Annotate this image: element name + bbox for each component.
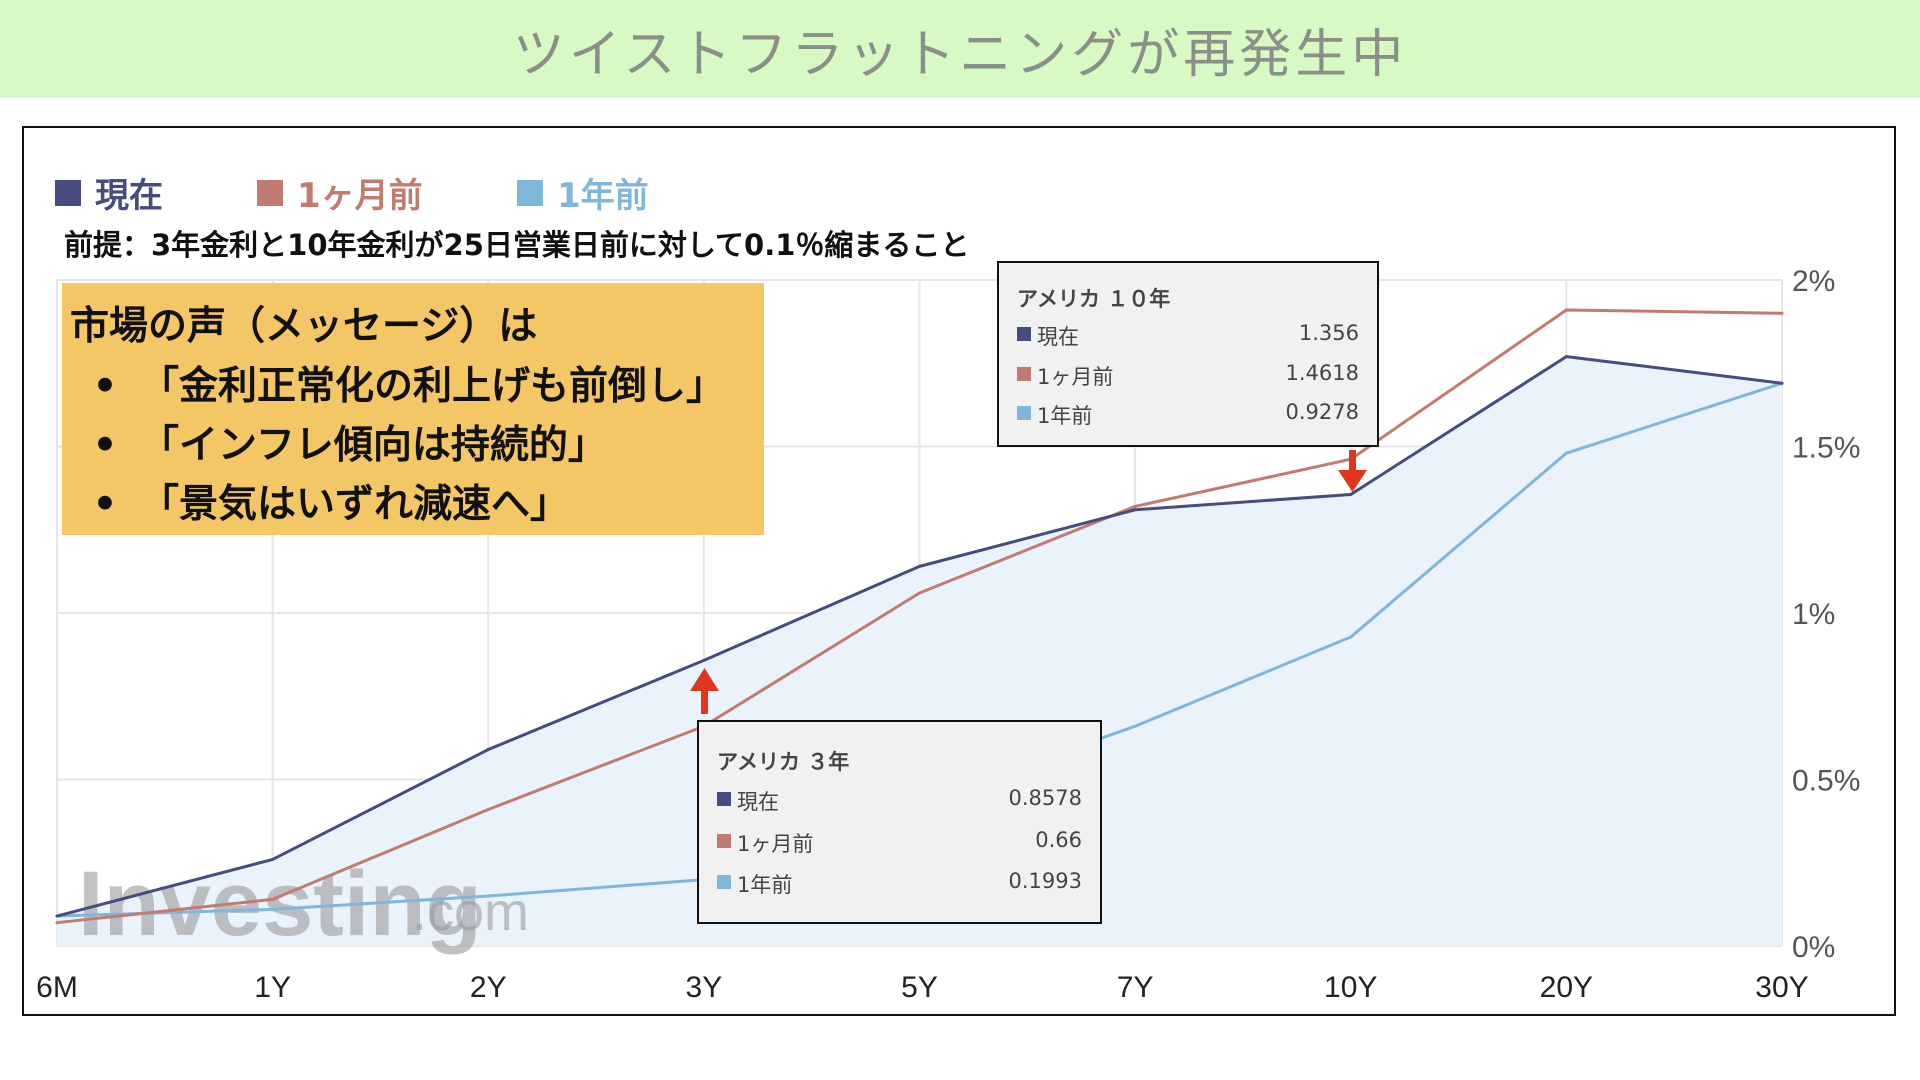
tooltip-label: 1年前: [1037, 404, 1093, 428]
x-tick-label: 5Y: [901, 971, 938, 1004]
y-tick-label: 1%: [1792, 598, 1835, 631]
x-tick-label: 7Y: [1117, 971, 1154, 1004]
legend-swatch-current: [55, 179, 81, 206]
tooltip-3y: アメリカ ３年 現在 0.8578 1ヶ月前 0.66 1年前 0.1993: [697, 720, 1102, 924]
tooltip-swatch: [1017, 327, 1031, 341]
legend-item-one-month[interactable]: 1ヶ月前: [257, 168, 423, 217]
tooltip-10y: アメリカ １０年 現在 1.356 1ヶ月前 1.4618 1年前 0.9278: [997, 261, 1379, 447]
legend-label-one-month: 1ヶ月前: [297, 176, 423, 216]
data-point: [1564, 451, 1568, 455]
message-item: • 「景気はいずれ減速へ」: [70, 473, 569, 529]
x-tick-label: 6M: [36, 971, 78, 1004]
tooltip-value: 0.1993: [1008, 869, 1082, 893]
watermark-brand: Investing: [78, 853, 482, 955]
tooltip-row-one-month: 1ヶ月前 0.66: [717, 828, 1082, 856]
data-point: [271, 897, 275, 901]
page-title: ツイストフラットニングが再発生中: [512, 24, 1408, 85]
data-point: [55, 921, 59, 925]
x-tick-label: 3Y: [686, 971, 723, 1004]
y-tick-label: 0.5%: [1792, 765, 1860, 798]
x-tick-label: 20Y: [1540, 971, 1593, 1004]
current-area-fill: [57, 356, 1782, 947]
tooltip-swatch: [1017, 367, 1031, 381]
y-tick-label: 0%: [1792, 931, 1835, 964]
tooltip-row-current: 現在 1.356: [1017, 321, 1359, 349]
area-fill-current: [57, 356, 1782, 947]
data-point: [1349, 492, 1353, 496]
tooltip-row-one-month: 1ヶ月前 1.4618: [1017, 361, 1359, 389]
x-tick-label: 30Y: [1755, 971, 1808, 1004]
tooltip-swatch: [717, 875, 731, 889]
data-point: [1780, 381, 1784, 385]
arrows: [690, 450, 1367, 714]
tooltip-label: 現在: [737, 790, 779, 814]
tooltip-swatch: [1017, 406, 1031, 420]
tooltip-label: 1ヶ月前: [737, 832, 814, 856]
data-point: [1564, 308, 1568, 312]
tooltip-title: アメリカ ３年: [717, 750, 850, 774]
message-item: • 「インフレ傾向は持続的」: [70, 414, 607, 470]
data-point: [271, 857, 275, 861]
message-item-text: 「景気はいずれ減速へ」: [140, 482, 570, 527]
x-tick-label: 2Y: [470, 971, 507, 1004]
tooltip-label: 1年前: [737, 873, 793, 897]
x-tick-label: 1Y: [254, 971, 291, 1004]
tooltip-swatch: [717, 792, 731, 806]
arrow-down-10y: [1338, 450, 1367, 492]
arrow-up-3y: [690, 668, 719, 714]
data-point: [702, 658, 706, 662]
data-point: [55, 914, 59, 918]
premise-text: 前提：3年金利と10年金利が25日営業日前に対して0.1％縮まること: [64, 228, 970, 262]
data-point: [1564, 355, 1568, 359]
title-banner: ツイストフラットニングが再発生中: [0, 0, 1920, 98]
data-point: [486, 748, 490, 752]
data-point: [918, 591, 921, 595]
x-axis-ticks: 6M 1Y 2Y 3Y 5Y 7Y 10Y 20Y 30Y: [36, 971, 1809, 1004]
data-point: [486, 807, 490, 811]
y-tick-label: 1.5%: [1792, 432, 1860, 465]
message-item: • 「金利正常化の利上げも前倒し」: [70, 355, 725, 411]
data-point: [486, 894, 490, 898]
data-point: [1349, 635, 1353, 639]
message-item-text: 「金利正常化の利上げも前倒し」: [140, 364, 726, 409]
data-point: [918, 564, 921, 568]
investing-watermark: Investing .com: [78, 853, 529, 955]
tooltip-row-one-year: 1年前 0.9278: [1017, 400, 1359, 428]
legend-label-one-year: 1年前: [557, 176, 649, 216]
legend-item-current[interactable]: 現在: [55, 168, 163, 217]
market-message-box: 市場の声（メッセージ）は • 「金利正常化の利上げも前倒し」 • 「インフレ傾向は持…: [62, 283, 764, 535]
y-tick-label: 2%: [1792, 265, 1835, 298]
data-point: [1133, 724, 1137, 728]
tooltip-value: 1.4618: [1285, 361, 1359, 385]
data-point: [1780, 311, 1784, 315]
data-point: [1133, 504, 1137, 508]
tooltip-value: 1.356: [1298, 321, 1359, 345]
y-axis-ticks: 0% 0.5% 1% 1.5% 2%: [1792, 265, 1860, 964]
bullet: •: [92, 482, 118, 527]
data-point: [271, 907, 275, 911]
tooltip-label: 現在: [1037, 325, 1079, 349]
tooltip-swatch: [717, 834, 731, 848]
tooltip-title: アメリカ １０年: [1017, 287, 1171, 311]
tooltip-value: 0.66: [1035, 828, 1082, 852]
x-tick-label: 10Y: [1324, 971, 1377, 1004]
bullet: •: [92, 364, 118, 409]
message-item-text: 「インフレ傾向は持続的」: [140, 423, 607, 468]
legend-item-one-year[interactable]: 1年前: [517, 168, 649, 217]
message-heading: 市場の声（メッセージ）は: [70, 304, 538, 349]
tooltip-label: 1ヶ月前: [1037, 365, 1114, 389]
bullet: •: [92, 423, 118, 468]
data-point: [1133, 508, 1137, 512]
tooltip-row-one-year: 1年前 0.1993: [717, 869, 1082, 897]
legend-label-current: 現在: [95, 176, 163, 216]
tooltip-value: 0.8578: [1008, 786, 1082, 810]
tooltip-row-current: 現在 0.8578: [717, 786, 1082, 814]
legend-swatch-one-month: [257, 179, 283, 206]
tooltip-value: 0.9278: [1285, 400, 1359, 424]
watermark-suffix: .com: [412, 882, 529, 942]
legend-swatch-one-year: [517, 179, 543, 206]
